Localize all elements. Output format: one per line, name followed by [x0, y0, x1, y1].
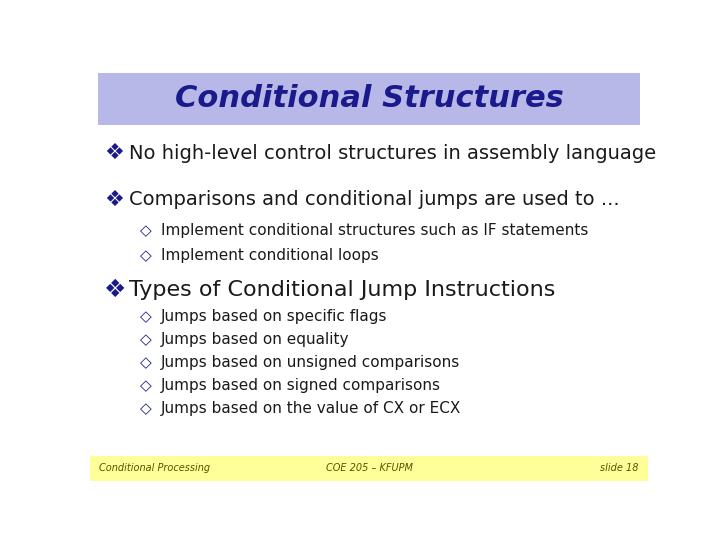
Text: ◇: ◇: [140, 355, 152, 370]
Text: Implement conditional structures such as IF statements: Implement conditional structures such as…: [161, 223, 589, 238]
Text: ◇: ◇: [140, 402, 152, 416]
Text: Implement conditional loops: Implement conditional loops: [161, 248, 379, 264]
Text: Conditional Structures: Conditional Structures: [175, 84, 563, 113]
Text: ❖: ❖: [104, 143, 124, 163]
Text: COE 205 – KFUPM: COE 205 – KFUPM: [325, 463, 413, 473]
Text: Jumps based on the value of CX or ECX: Jumps based on the value of CX or ECX: [161, 402, 462, 416]
Text: Comparisons and conditional jumps are used to ...: Comparisons and conditional jumps are us…: [129, 190, 619, 209]
Text: ◇: ◇: [140, 223, 152, 238]
Text: Types of Conditional Jump Instructions: Types of Conditional Jump Instructions: [129, 280, 555, 300]
Text: Conditional Processing: Conditional Processing: [99, 463, 210, 473]
FancyBboxPatch shape: [90, 456, 648, 481]
Text: Jumps based on signed comparisons: Jumps based on signed comparisons: [161, 379, 441, 393]
Text: ◇: ◇: [140, 332, 152, 347]
Text: slide 18: slide 18: [600, 463, 639, 473]
FancyBboxPatch shape: [98, 72, 640, 125]
Text: ❖: ❖: [104, 190, 124, 210]
Text: No high-level control structures in assembly language: No high-level control structures in asse…: [129, 144, 656, 163]
Text: ❖: ❖: [104, 278, 126, 302]
Text: Jumps based on unsigned comparisons: Jumps based on unsigned comparisons: [161, 355, 461, 370]
Text: ◇: ◇: [140, 309, 152, 324]
Text: ◇: ◇: [140, 379, 152, 393]
Text: ◇: ◇: [140, 248, 152, 264]
Text: Jumps based on specific flags: Jumps based on specific flags: [161, 309, 388, 324]
Text: Jumps based on equality: Jumps based on equality: [161, 332, 350, 347]
